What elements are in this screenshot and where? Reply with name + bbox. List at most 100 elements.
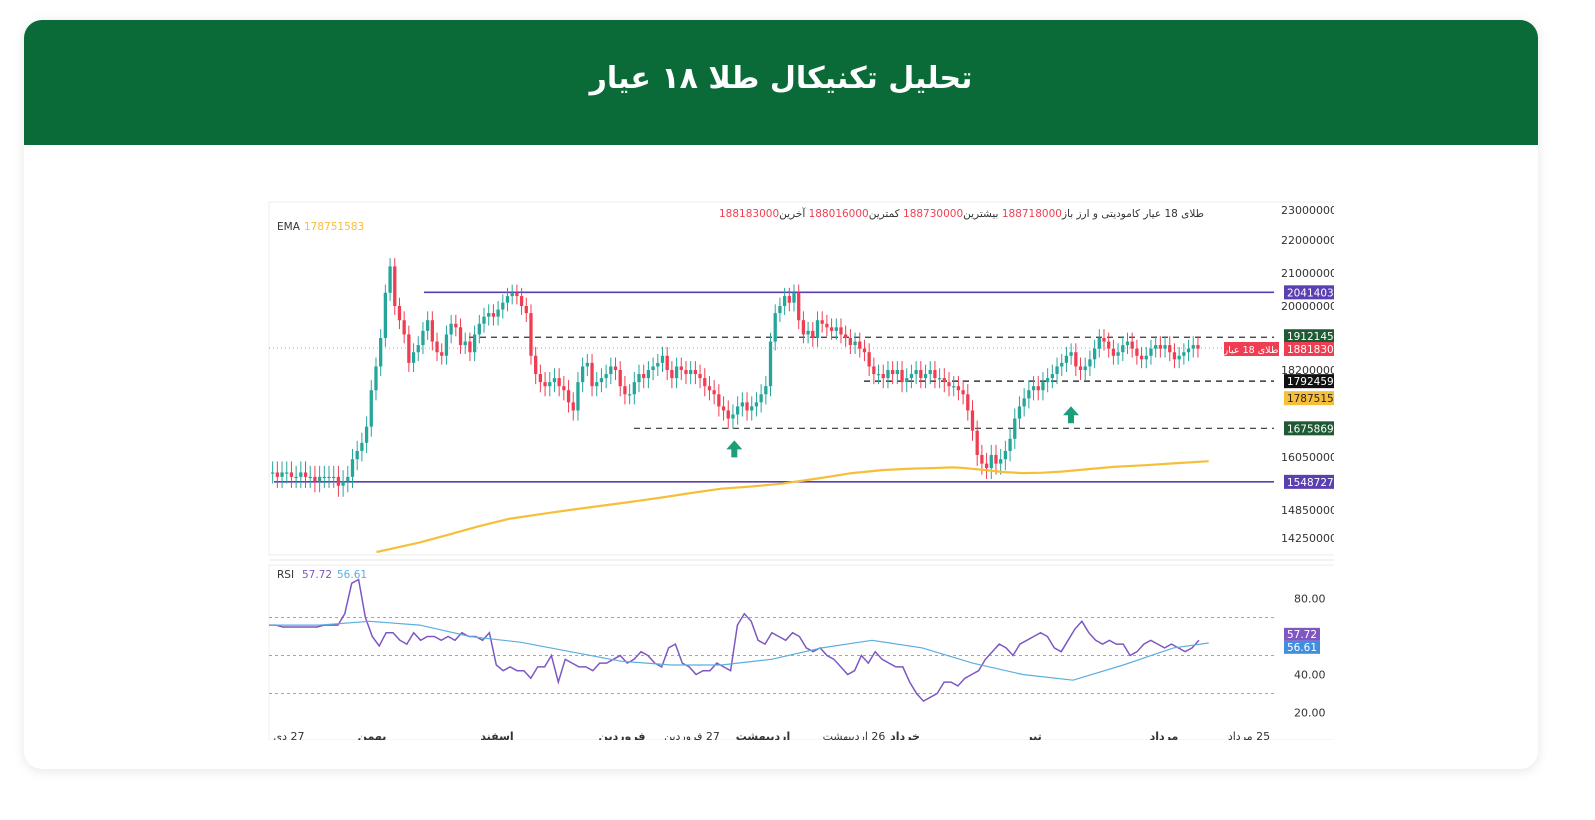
candle-body bbox=[872, 366, 876, 375]
candle-body bbox=[402, 320, 406, 335]
candle-body bbox=[566, 390, 571, 403]
ema-legend-label: EMA bbox=[277, 221, 301, 233]
candle-body bbox=[407, 334, 411, 363]
price-level-badge bbox=[1284, 474, 1350, 489]
candle-body bbox=[754, 402, 759, 407]
price-tick-label: 210000000 bbox=[1281, 267, 1334, 280]
legend-part: طلای 18 عیار کامودیتی و ارز bbox=[1075, 208, 1204, 220]
candle-body bbox=[487, 313, 491, 317]
candle-body bbox=[651, 366, 655, 370]
time-axis-label: فروردین bbox=[599, 730, 646, 740]
candle-body bbox=[1022, 398, 1026, 407]
rsi-tick-label: 40.00 bbox=[1294, 669, 1326, 682]
candle-body bbox=[411, 352, 416, 363]
candle-body bbox=[778, 306, 782, 314]
candle-body bbox=[397, 306, 402, 321]
candle-body bbox=[768, 341, 773, 387]
ema-legend-value: 178751583 bbox=[304, 221, 364, 233]
candle-body bbox=[698, 374, 702, 379]
candle-body bbox=[848, 338, 853, 346]
candle-body bbox=[529, 313, 533, 356]
candle-body bbox=[1107, 341, 1111, 349]
candle-body bbox=[571, 402, 575, 411]
price-level-label: 188183000 bbox=[1287, 344, 1334, 356]
candle-body bbox=[881, 374, 885, 379]
candle-body bbox=[717, 394, 721, 407]
candle-body bbox=[928, 370, 932, 375]
candle-body bbox=[806, 330, 810, 335]
candle-body bbox=[797, 292, 801, 321]
rsi-value-badge bbox=[1284, 627, 1320, 641]
price-tick-label: 200000000 bbox=[1281, 300, 1334, 313]
candle-body bbox=[1017, 406, 1022, 419]
price-tick-label: 160500000 bbox=[1281, 451, 1334, 464]
candle-body bbox=[468, 341, 472, 353]
candle-body bbox=[317, 476, 322, 482]
price-level-label: 179245927 bbox=[1287, 376, 1334, 388]
candle-body bbox=[984, 463, 989, 469]
legend-part: 188718000 bbox=[1002, 208, 1062, 220]
candle-body bbox=[510, 292, 514, 297]
candle-body bbox=[787, 296, 791, 303]
candle-body bbox=[618, 370, 622, 387]
price-level-label: 154872709 bbox=[1287, 477, 1334, 489]
candle-body bbox=[501, 302, 505, 310]
candle-body bbox=[942, 378, 946, 383]
candle-body bbox=[440, 352, 444, 356]
candle-body bbox=[693, 370, 698, 375]
candle-body bbox=[961, 390, 965, 395]
candle-body bbox=[1177, 355, 1181, 360]
legend-part: 188183000 bbox=[719, 208, 779, 220]
candle-body bbox=[313, 476, 317, 482]
price-tick-label: 230000000 bbox=[1281, 204, 1334, 217]
time-axis-label: اسفند bbox=[480, 730, 513, 740]
candle-body bbox=[670, 370, 674, 379]
candle-body bbox=[980, 454, 984, 464]
candle-body bbox=[726, 410, 730, 419]
candle-body bbox=[360, 442, 364, 451]
legend-part: 188730000 bbox=[903, 208, 963, 220]
ema-line bbox=[376, 460, 1209, 554]
candle-body bbox=[1083, 366, 1087, 370]
candle-body bbox=[665, 355, 669, 370]
candle-body bbox=[905, 378, 909, 383]
candle-body bbox=[919, 370, 923, 379]
time-axis-label: تیر bbox=[1025, 730, 1041, 740]
candle-body bbox=[656, 362, 660, 367]
candle-body bbox=[1097, 338, 1101, 349]
rsi-legend-label: RSI bbox=[277, 569, 294, 581]
candle-body bbox=[886, 370, 890, 379]
candle-body bbox=[707, 386, 712, 391]
candle-body bbox=[285, 472, 289, 474]
price-tick-label: 220000000 bbox=[1281, 234, 1334, 247]
candle-body bbox=[562, 386, 566, 391]
candle-body bbox=[712, 390, 716, 395]
price-level-label: 178751583 bbox=[1287, 393, 1334, 405]
candle-body bbox=[322, 476, 326, 479]
candle-body bbox=[1102, 338, 1106, 342]
candle-body bbox=[674, 366, 679, 379]
candle-body bbox=[975, 430, 979, 455]
rsi-tick-label: 80.00 bbox=[1294, 593, 1326, 606]
legend-part: آخرین bbox=[779, 207, 808, 220]
rsi-ma-value-label: 56.61 bbox=[1287, 642, 1317, 654]
candle-body bbox=[966, 394, 970, 411]
buy-arrow-icon bbox=[726, 440, 743, 458]
candle-body bbox=[421, 330, 425, 346]
candle-body bbox=[299, 472, 303, 477]
candle-body bbox=[294, 476, 298, 479]
candle-body bbox=[914, 370, 918, 375]
candle-body bbox=[937, 378, 942, 380]
candle-body bbox=[632, 382, 636, 395]
candle-body bbox=[280, 472, 284, 477]
candle-body bbox=[388, 266, 392, 293]
candle-body bbox=[599, 378, 604, 383]
price-level-badge bbox=[1284, 329, 1350, 344]
price-level-badge bbox=[1284, 391, 1350, 406]
price-chart[interactable]: 230000000 220000000 210000000 200000000 1820… bbox=[244, 180, 1355, 743]
candle-body bbox=[1144, 355, 1148, 360]
legend-part: 188016000 bbox=[809, 208, 869, 220]
candle-body bbox=[613, 366, 618, 370]
candle-body bbox=[731, 414, 735, 419]
price-panel bbox=[268, 201, 1355, 556]
